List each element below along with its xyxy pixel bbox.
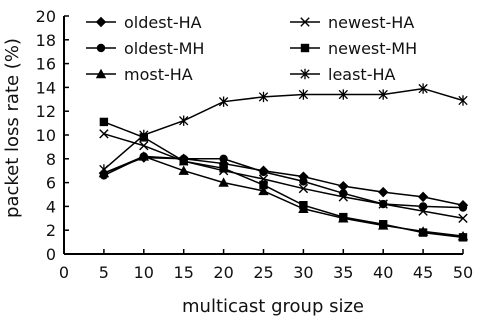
data-point — [378, 220, 389, 230]
data-point — [458, 213, 468, 223]
legend-label: oldest-HA — [124, 13, 202, 32]
x-tick-label: 45 — [413, 263, 433, 282]
data-point — [417, 191, 429, 203]
data-point — [379, 199, 388, 209]
x-tick-label: 25 — [253, 263, 273, 282]
data-point — [258, 91, 269, 103]
data-point — [418, 83, 428, 94]
legend-item: newest-MH — [290, 39, 417, 58]
y-tick-label: 6 — [46, 174, 56, 193]
series-line — [103, 87, 464, 171]
x-tick-label: 50 — [453, 263, 473, 282]
data-point — [338, 213, 349, 223]
legend-item: newest-HA — [290, 13, 414, 32]
y-tick-label: 10 — [36, 126, 56, 145]
series-line — [103, 121, 464, 239]
data-point — [179, 156, 188, 166]
x-tick-label: 15 — [174, 263, 194, 282]
y-tick-label: 14 — [36, 78, 56, 97]
x-tick-label: 30 — [293, 263, 313, 282]
legend-item: oldest-HA — [86, 13, 202, 32]
data-point — [138, 151, 149, 161]
data-point — [298, 203, 309, 213]
data-point — [259, 180, 268, 190]
y-tick-label: 12 — [36, 102, 56, 121]
data-point — [179, 115, 189, 126]
data-point — [218, 177, 229, 187]
legend-marker — [300, 17, 310, 27]
y-tick-label: 8 — [46, 150, 56, 169]
y-tick-label: 20 — [36, 7, 56, 26]
x-tick-label: 40 — [373, 263, 393, 282]
data-point — [339, 189, 348, 198]
data-point — [338, 180, 349, 192]
data-point — [139, 129, 149, 141]
legend-item: most-HA — [86, 65, 193, 84]
legend-item: oldest-MH — [86, 39, 204, 58]
x-axis-label: multicast group size — [182, 296, 364, 317]
legend-marker — [300, 43, 310, 53]
y-tick-label: 18 — [36, 31, 56, 50]
data-point — [218, 96, 229, 107]
data-point — [378, 89, 388, 100]
series-least-HA — [99, 83, 468, 175]
data-point — [99, 164, 109, 175]
y-tick-label: 4 — [46, 197, 56, 216]
legend-marker — [95, 16, 107, 28]
data-point — [457, 230, 469, 241]
data-point — [417, 226, 429, 236]
data-point — [298, 183, 309, 194]
legend: oldest-HA newest-HA oldest-MH newest-MH most… — [86, 13, 417, 84]
legend-label: most-HA — [124, 65, 193, 84]
y-tick-label: 16 — [36, 55, 56, 74]
legend-marker — [96, 43, 106, 53]
data-point — [378, 186, 389, 198]
data-point — [418, 202, 428, 211]
legend-label: oldest-MH — [124, 39, 204, 58]
series-line — [103, 133, 464, 220]
data-point — [99, 117, 109, 127]
series-oldest-HA — [98, 152, 469, 211]
legend-label: newest-HA — [328, 13, 414, 32]
legend-marker — [300, 68, 310, 80]
data-point — [219, 164, 228, 173]
legend-label: least-HA — [328, 65, 396, 84]
y-axis-label: packet loss rate (%) — [2, 38, 23, 218]
data-point — [299, 177, 308, 186]
legend-item: least-HA — [290, 65, 396, 84]
data-point — [458, 203, 468, 212]
y-tick-label: 0 — [46, 245, 56, 264]
series-line — [103, 155, 464, 209]
series-line — [103, 155, 464, 237]
series-line — [103, 156, 464, 206]
data-point — [298, 89, 309, 100]
series-newest-MH — [99, 117, 468, 242]
data-point — [259, 167, 268, 177]
legend-marker — [95, 68, 107, 79]
data-point — [219, 154, 228, 163]
x-tick-label: 0 — [59, 263, 69, 282]
plot-area: 0 2 4 6 8 10 12 14 16 18 20 0 5 10 15 20 25 30 35 40 45 50 — [36, 7, 474, 282]
data-point — [99, 129, 109, 139]
x-tick-label: 20 — [213, 263, 233, 282]
x-tick-label: 10 — [134, 263, 154, 282]
data-point — [139, 141, 149, 151]
data-point — [258, 185, 269, 196]
y-tick-label: 2 — [46, 221, 56, 240]
data-point — [178, 165, 189, 175]
data-point — [338, 89, 348, 100]
data-point — [458, 95, 468, 106]
x-tick-label: 5 — [99, 263, 109, 282]
legend-label: newest-MH — [328, 39, 417, 58]
x-tick-label: 35 — [333, 263, 353, 282]
